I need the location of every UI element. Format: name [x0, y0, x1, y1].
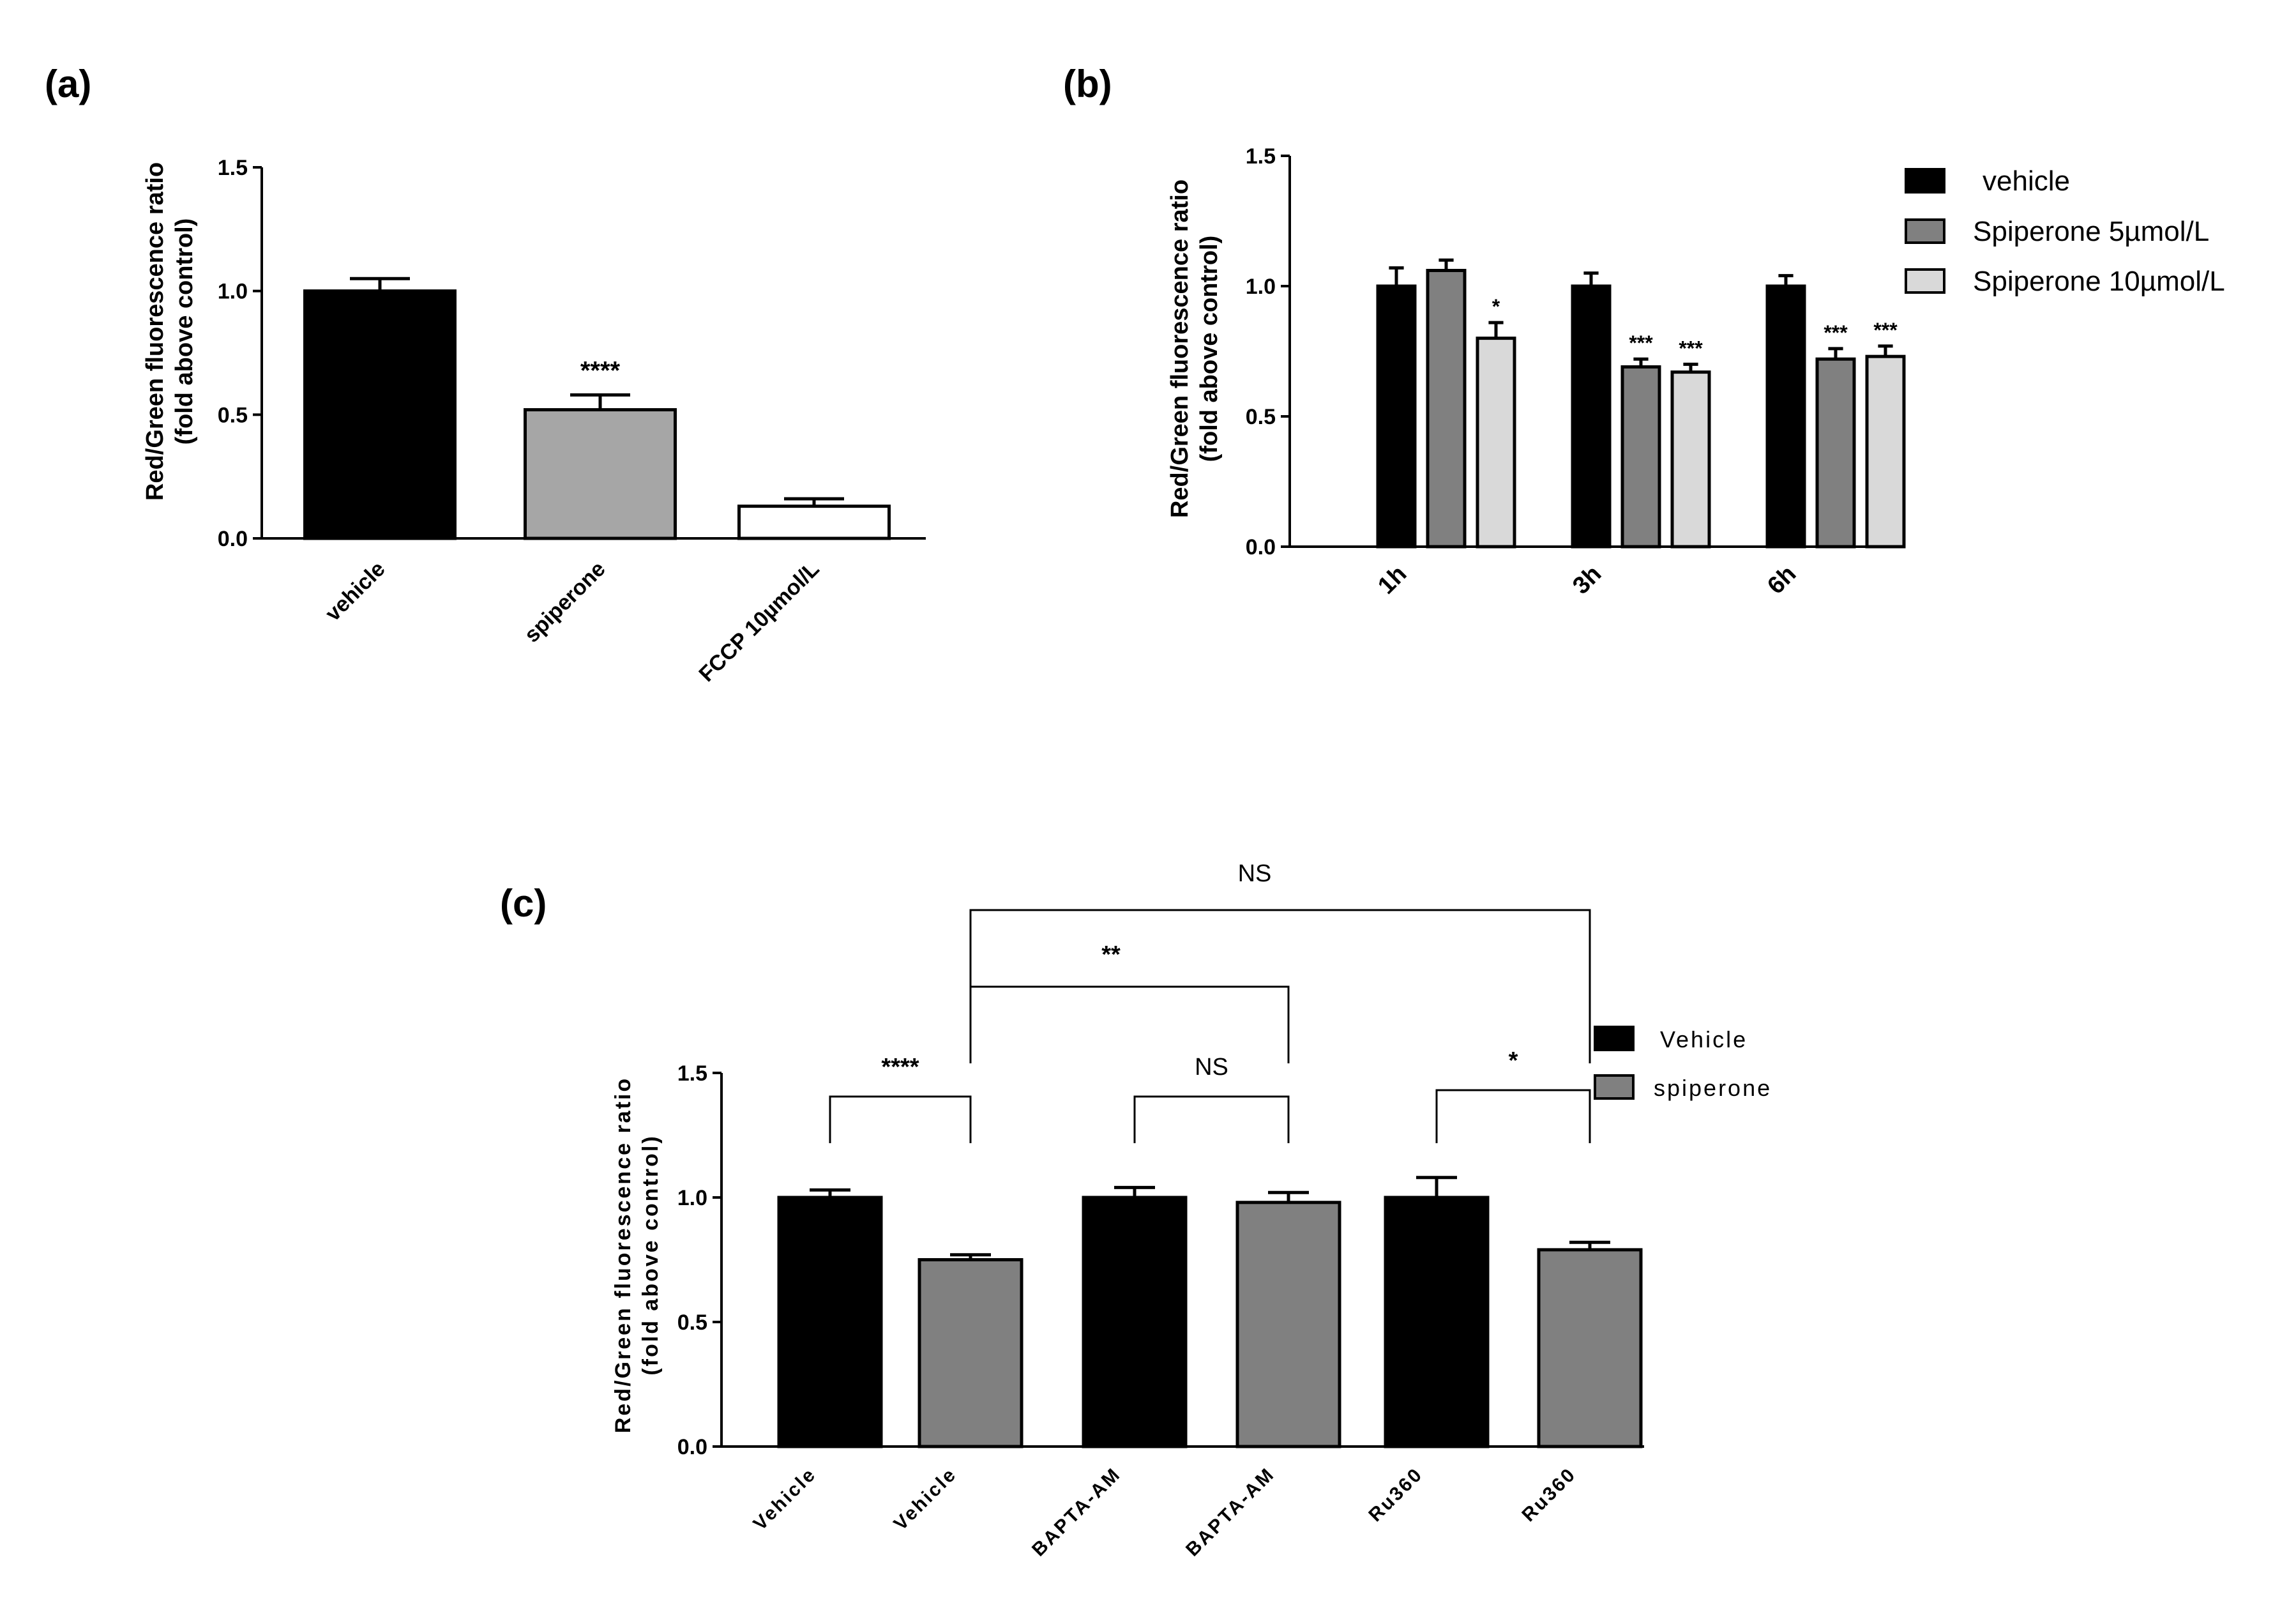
y-tick-label: 0.0: [1246, 535, 1276, 559]
bar-b-2-1: [1815, 357, 1856, 549]
bar-b-0-2: [1476, 337, 1516, 549]
comparison-label-4: NS: [1238, 860, 1272, 887]
x-category-a-1: spiperone: [520, 557, 610, 648]
y-tick-label: 1.5: [677, 1061, 707, 1086]
significance-b-0-2: *: [1492, 295, 1500, 318]
x-category-c-5: Ru360: [1518, 1464, 1580, 1526]
bar-c-5: [1537, 1248, 1643, 1448]
panel-b-ylabel-line2: (fold above control): [1196, 236, 1223, 462]
panel-a-label: (a): [45, 63, 91, 105]
comparison-bracket-1: [1133, 1095, 1290, 1143]
x-category-a-2: FCCP 10µmol/L: [694, 557, 824, 687]
y-tick-label: 0.5: [1246, 405, 1276, 429]
comparison-label-1: NS: [1195, 1054, 1228, 1081]
panel-b-label: (b): [1063, 63, 1112, 105]
y-tick-label: 0.0: [218, 527, 248, 551]
x-category-a-0: vehicle: [321, 557, 389, 626]
bar-b-1-0: [1571, 284, 1612, 549]
legend-b-label-vehicle: vehicle: [1983, 165, 2070, 197]
legend-c-swatch-spiperone: [1594, 1074, 1635, 1100]
bar-a-0: [303, 289, 457, 540]
x-category-c-3: BAPTA-AM: [1182, 1464, 1279, 1561]
panel-a: (a) Red/Green fluorescence ratio (fold a…: [45, 63, 926, 687]
panel-c: (c) Red/Green fluorescence ratio (fold a…: [500, 860, 1772, 1561]
bar-b-0-0: [1376, 284, 1417, 549]
bar-b-1-1: [1620, 365, 1661, 549]
bar-c-2: [1082, 1196, 1188, 1448]
panel-a-ylabel-line1: Red/Green fluorescence ratio: [142, 162, 169, 501]
bar-b-2-2: [1865, 354, 1906, 549]
significance-b-2-1: ***: [1824, 321, 1848, 344]
x-category-b-2: 6h: [1762, 561, 1801, 600]
panel-b-legend: vehicle Spiperone 5µmol/L Spiperone 10µm…: [1905, 165, 2225, 297]
panel-b: (b) Red/Green fluorescence ratio (fold a…: [1063, 63, 2225, 600]
bar-a-1: [524, 408, 677, 540]
x-category-b-1: 3h: [1567, 561, 1606, 600]
bar-c-0: [777, 1196, 883, 1448]
legend-b-label-spiperone-5: Spiperone 5µmol/L: [1973, 216, 2209, 247]
panel-c-ylabel-line1: Red/Green fluorescence ratio: [611, 1077, 635, 1433]
legend-b-swatch-spiperone-5: [1905, 218, 1945, 244]
comparison-label-2: *: [1509, 1047, 1518, 1074]
y-tick-label: 1.0: [677, 1186, 707, 1210]
significance-a-1: ****: [580, 356, 621, 384]
x-category-c-4: Ru360: [1364, 1464, 1427, 1526]
x-category-b-0: 1h: [1373, 561, 1412, 600]
bar-c-4: [1384, 1196, 1490, 1448]
comparison-bracket-3: [969, 985, 1290, 1063]
significance-b-1-2: ***: [1679, 337, 1703, 360]
panel-c-ylabel-line2: (fold above control): [638, 1134, 663, 1375]
x-category-c-0: Vehicle: [750, 1464, 820, 1535]
y-tick-label: 1.5: [1246, 144, 1276, 169]
bar-b-0-1: [1426, 269, 1467, 549]
legend-b-label-spiperone-10: Spiperone 10µmol/L: [1973, 266, 2225, 297]
x-category-c-2: BAPTA-AM: [1028, 1464, 1125, 1561]
y-tick-label: 1.0: [218, 280, 248, 304]
bar-c-3: [1235, 1201, 1341, 1448]
y-tick-label: 0.5: [218, 403, 248, 427]
y-tick-label: 0.0: [677, 1435, 707, 1459]
comparison-label-3: **: [1101, 941, 1121, 968]
legend-c-label-vehicle: Vehicle: [1660, 1026, 1748, 1052]
y-tick-label: 1.0: [1246, 275, 1276, 299]
y-tick-label: 0.5: [677, 1311, 707, 1335]
panel-c-label: (c): [500, 882, 547, 925]
significance-b-2-2: ***: [1873, 319, 1898, 342]
significance-b-1-1: ***: [1629, 331, 1653, 354]
legend-c-swatch-vehicle: [1594, 1026, 1635, 1051]
bar-b-1-2: [1670, 370, 1711, 549]
comparison-label-0: ****: [881, 1054, 919, 1081]
panel-c-legend: Vehicle spiperone: [1594, 1026, 1772, 1101]
panel-a-ylabel-line2: (fold above control): [171, 218, 198, 445]
comparison-bracket-4: [969, 909, 1591, 1063]
panel-b-ylabel-line1: Red/Green fluorescence ratio: [1167, 179, 1193, 518]
legend-c-label-spiperone: spiperone: [1654, 1075, 1772, 1101]
legend-b-swatch-vehicle: [1905, 168, 1945, 194]
bar-c-1: [918, 1258, 1023, 1448]
comparison-bracket-0: [829, 1095, 972, 1143]
comparison-bracket-2: [1435, 1089, 1591, 1143]
bar-a-2: [737, 505, 891, 540]
legend-b-swatch-spiperone-10: [1905, 268, 1945, 294]
bar-b-2-0: [1765, 284, 1806, 549]
y-tick-label: 1.5: [218, 156, 248, 180]
x-category-c-1: Vehicle: [890, 1464, 961, 1535]
